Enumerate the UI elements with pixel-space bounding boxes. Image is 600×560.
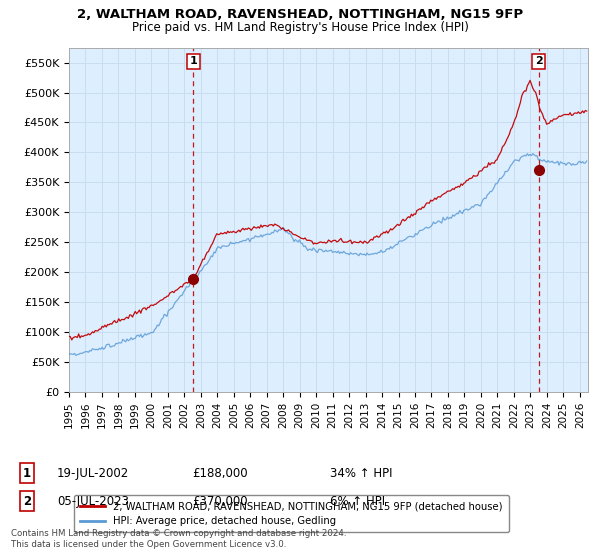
Text: 1: 1 — [190, 56, 197, 66]
Text: 2: 2 — [23, 494, 31, 508]
Text: £188,000: £188,000 — [192, 466, 248, 480]
Text: 2: 2 — [535, 56, 542, 66]
Text: 05-JUL-2023: 05-JUL-2023 — [57, 494, 129, 508]
Legend: 2, WALTHAM ROAD, RAVENSHEAD, NOTTINGHAM, NG15 9FP (detached house), HPI: Average: 2, WALTHAM ROAD, RAVENSHEAD, NOTTINGHAM,… — [74, 495, 509, 532]
Text: Contains HM Land Registry data © Crown copyright and database right 2024.
This d: Contains HM Land Registry data © Crown c… — [11, 529, 346, 549]
Text: £370,000: £370,000 — [192, 494, 248, 508]
Text: 2, WALTHAM ROAD, RAVENSHEAD, NOTTINGHAM, NG15 9FP: 2, WALTHAM ROAD, RAVENSHEAD, NOTTINGHAM,… — [77, 8, 523, 21]
Text: 1: 1 — [23, 466, 31, 480]
Text: 19-JUL-2002: 19-JUL-2002 — [57, 466, 129, 480]
Text: 6% ↑ HPI: 6% ↑ HPI — [330, 494, 385, 508]
Text: 34% ↑ HPI: 34% ↑ HPI — [330, 466, 392, 480]
Text: Price paid vs. HM Land Registry's House Price Index (HPI): Price paid vs. HM Land Registry's House … — [131, 21, 469, 34]
